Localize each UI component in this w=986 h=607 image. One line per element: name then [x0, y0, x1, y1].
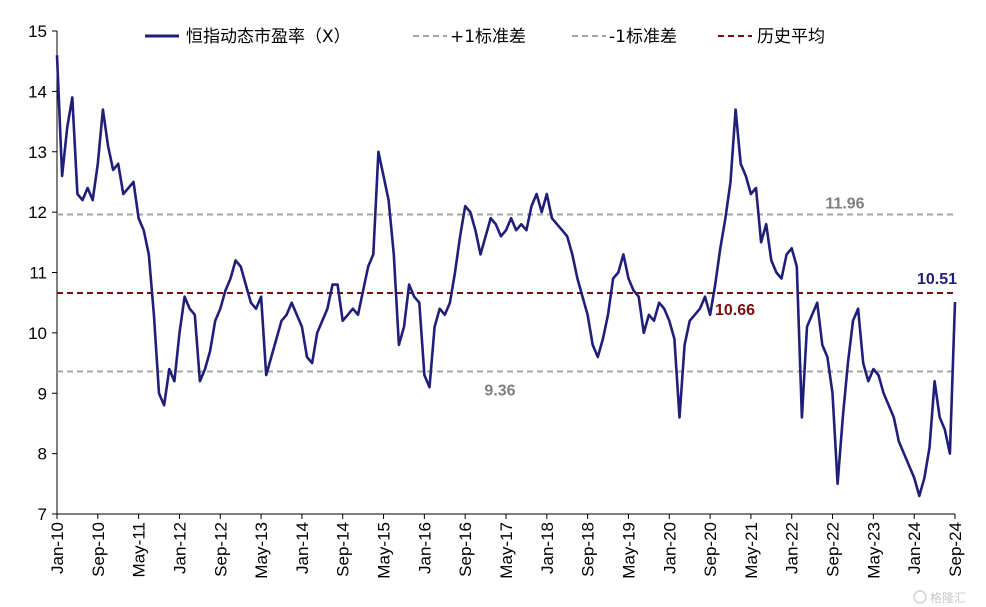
- reference-lines: [57, 213, 955, 373]
- legend-label-1: 恒指动态市盈率（X）: [186, 27, 351, 47]
- x-tick-label: Sep-20: [701, 522, 720, 577]
- x-tick-label: May-13: [252, 522, 271, 579]
- x-tick-label: May-15: [375, 522, 394, 579]
- x-tick-label: Sep-22: [824, 522, 843, 577]
- legend-label-4: 历史平均: [757, 27, 825, 47]
- x-tick-label: Sep-12: [211, 522, 230, 577]
- y-tick-label: 7: [38, 505, 47, 524]
- legend-label-3: -1标准差: [609, 27, 677, 47]
- x-tick-label: Sep-18: [579, 522, 598, 577]
- x-tick-label: Jan-20: [660, 522, 679, 574]
- x-tick-label: May-19: [619, 522, 638, 579]
- x-tick-label: Sep-16: [456, 522, 475, 577]
- minus-1sd-label: 9.36: [484, 383, 515, 400]
- x-tick-label: Jan-24: [905, 522, 924, 574]
- x-tick-label: Sep-14: [334, 522, 353, 577]
- x-tick-label: May-17: [497, 522, 516, 579]
- watermark-logo-icon: [913, 590, 927, 604]
- x-tick-label: Jan-12: [170, 522, 189, 574]
- x-tick-label: May-23: [864, 522, 883, 579]
- mean-label: 10.66: [715, 302, 755, 319]
- legend-label-2: +1标准差: [450, 27, 526, 47]
- x-tick-label: Sep-24: [946, 522, 965, 577]
- x-tick-label: May-11: [130, 522, 149, 577]
- y-tick-label: 13: [28, 143, 47, 162]
- last-value-label: 10.51: [917, 271, 957, 288]
- plus-1sd-label: 11.96: [825, 196, 864, 213]
- y-tick-label: 14: [28, 82, 47, 101]
- y-tick-label: 11: [29, 264, 47, 283]
- legend: 恒指动态市盈率（X） +1标准差 -1标准差 历史平均: [145, 27, 825, 47]
- x-tick-label: Jan-14: [293, 522, 312, 574]
- axes: [56, 31, 955, 515]
- x-tick-label: Jan-18: [538, 522, 557, 574]
- watermark-text: 格隆汇: [930, 590, 966, 605]
- watermark: 格隆汇: [913, 590, 966, 605]
- x-tick-label: Jan-22: [783, 522, 802, 574]
- y-tick-label: 8: [38, 445, 47, 464]
- x-tick-label: Jan-10: [48, 522, 67, 574]
- y-tick-label: 9: [38, 384, 47, 403]
- annotations: 11.96 9.36 10.66 10.51: [484, 196, 957, 400]
- y-tick-label: 10: [28, 324, 47, 343]
- x-tick-labels: Jan-10 Sep-10 May-11 Jan-12 Sep-12 May-13 Jan-…: [48, 514, 965, 579]
- x-tick-label: Sep-10: [89, 522, 108, 577]
- x-tick-label: Jan-16: [415, 522, 434, 574]
- y-tick-label: 15: [28, 22, 47, 41]
- y-tick-labels: 7 8 9 10 11 12 13 14 15: [28, 22, 57, 524]
- y-tick-label: 12: [28, 203, 47, 222]
- pe-series-line: [55, 55, 957, 498]
- x-tick-label: May-21: [742, 522, 761, 579]
- series-layer: [55, 55, 957, 498]
